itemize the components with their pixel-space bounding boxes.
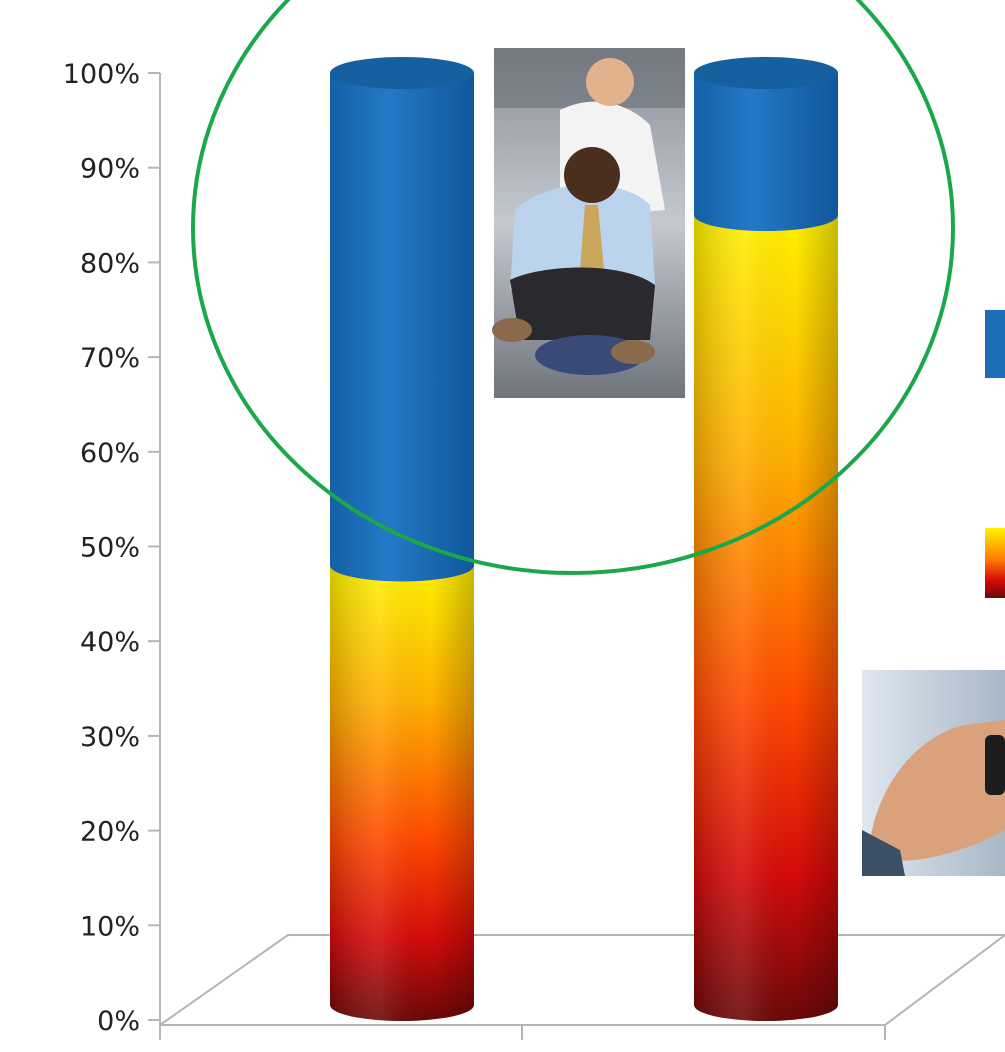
bar-top-cap [694,57,838,89]
bars [330,57,838,1022]
y-tick-label: 30% [80,722,140,753]
bar-top-cap [330,57,474,89]
y-tick-label: 90% [80,154,140,185]
office-chair-photo [492,48,685,398]
legend [985,310,1005,598]
y-tick-label: 80% [80,248,140,279]
y-tick-label: 20% [80,817,140,848]
bar-shading [330,565,474,1021]
highlight-circle [191,0,955,575]
bar-shading [694,215,838,1022]
y-axis-ticks: 0% 10% 20% 30% 40% 50% 60% 70% 80% 90% 100% [63,59,160,1037]
floor-outline [159,934,1005,1026]
y-tick-label: 70% [80,343,140,374]
y-tick-label: 40% [80,627,140,658]
bar-segment-blue [694,73,838,232]
y-tick-label: 0% [97,1006,140,1037]
y-tick-label: 60% [80,438,140,469]
bar-segment-blue [330,73,474,582]
handshake-photo [862,670,1005,876]
legend-swatch-blue [985,310,1005,378]
legend-swatch-warm [985,528,1005,598]
y-tick-label: 100% [63,59,140,90]
axes [159,73,886,1040]
y-tick-label: 10% [80,911,140,942]
y-tick-label: 50% [80,533,140,564]
